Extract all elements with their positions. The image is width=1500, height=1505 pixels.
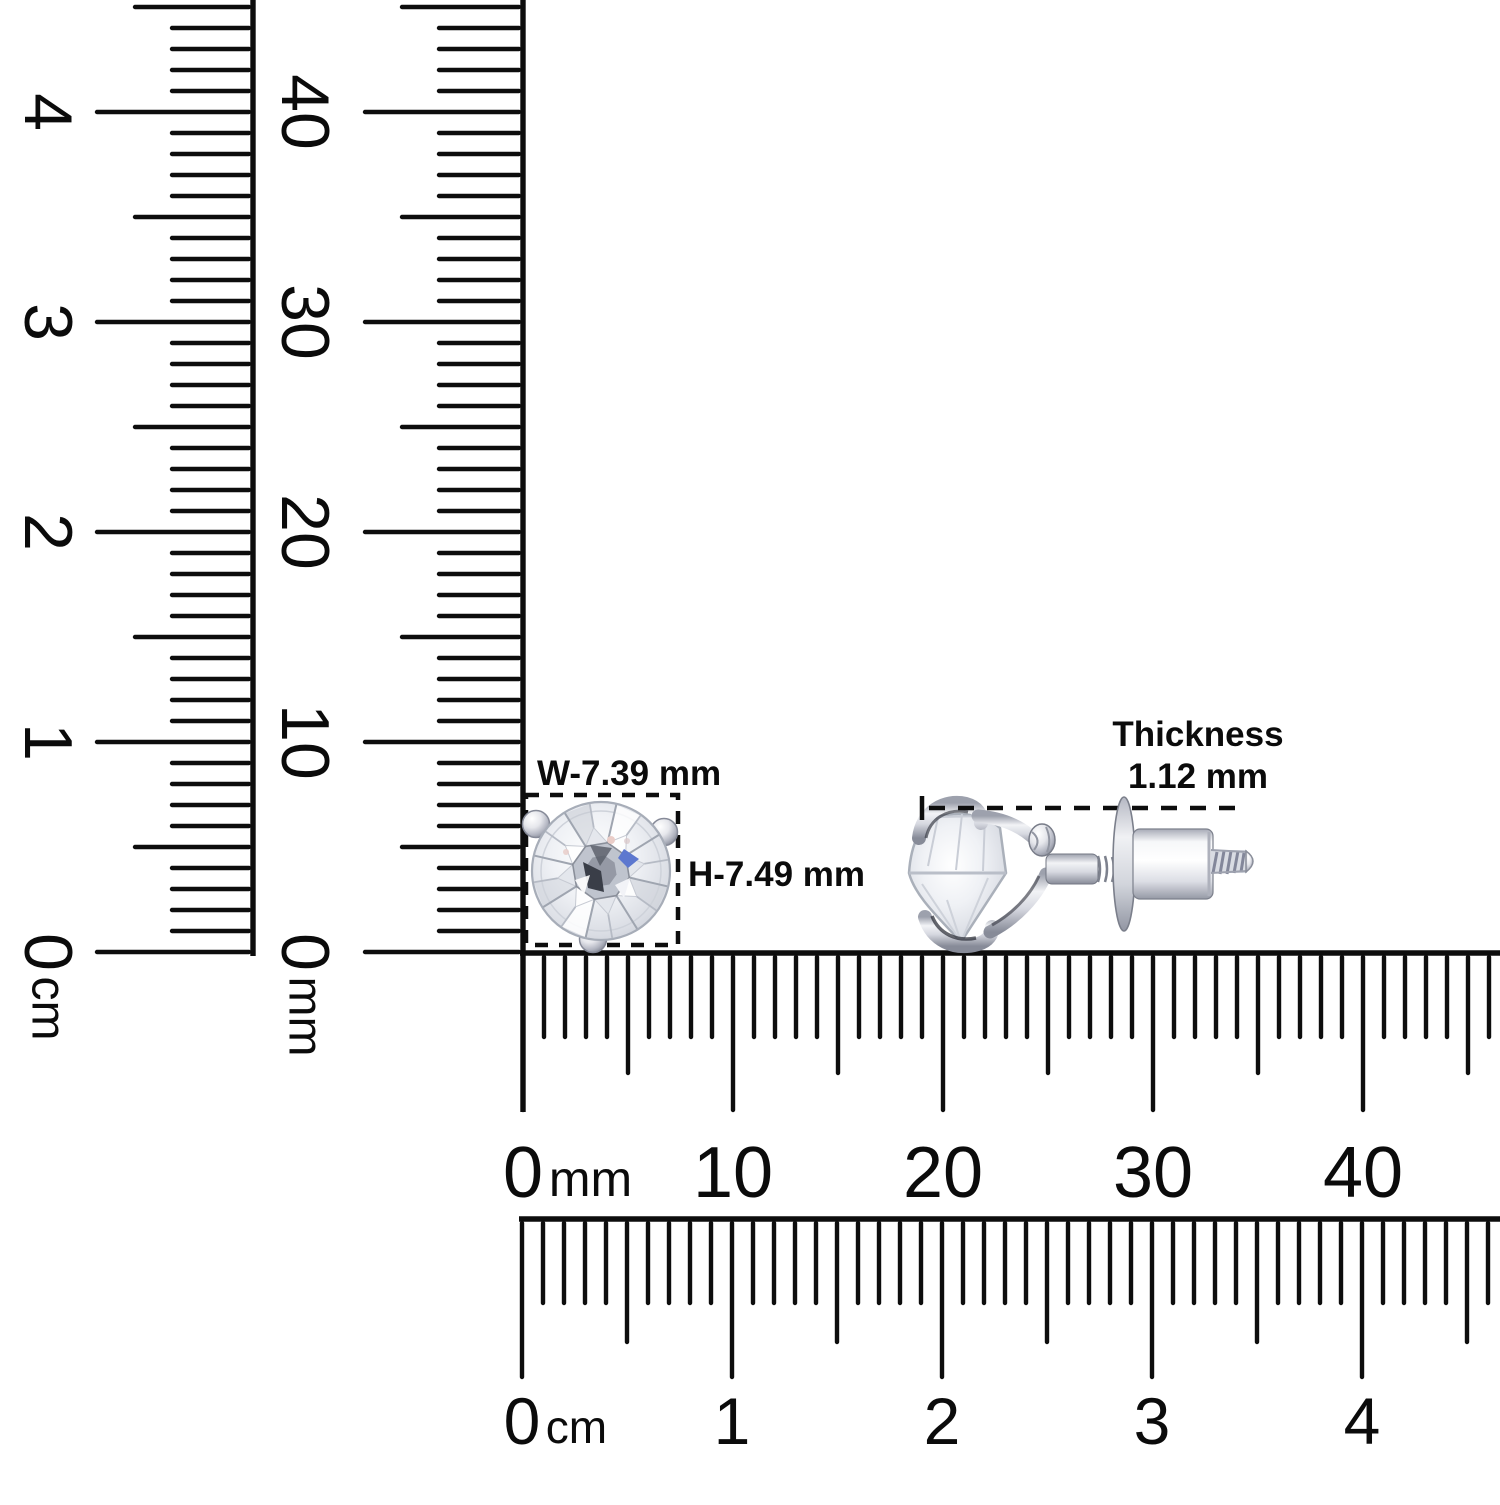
ruler-label: 3 [1134,1384,1171,1458]
diamond-upper-facet-line [560,906,577,927]
screw-tip [1245,849,1254,874]
prong-top-shadow [924,809,969,839]
diamond-facet [607,804,641,843]
ruler-label: 40 [1323,1133,1403,1213]
width-dimension-label: W-7.39 mm [537,754,721,793]
ruler-label: 20 [267,494,343,570]
ruler-label: 10 [267,704,343,780]
ruler-horizontal-mm: 0 mm 10 20 30 40 [503,950,1500,1213]
height-dimension-label: H-7.49 mm [688,855,865,894]
ruler-unit-label: cm [22,976,75,1040]
ruler-label: 40 [267,74,343,150]
diamond-main-facet-line [625,834,660,857]
ruler-vertical-cm: 0 cm 1 2 3 4 [10,0,256,1040]
ruler-label: 2 [10,513,86,551]
diamond-main-facet-line [564,812,587,847]
basket-collar [1028,823,1056,857]
ruler-label: 20 [903,1133,983,1213]
ruler-unit-label: cm [546,1401,607,1453]
diamond-girdle-ring [540,810,662,932]
diamond-upper-facet-line [545,830,566,847]
diamond-upper-facet-line [644,858,669,865]
front-view-dimension-box [523,792,681,948]
ruler-label: 0 [10,933,86,971]
prong-bottom-shadow [930,915,977,941]
screw-thread [1210,849,1254,875]
ruler-label: 10 [693,1133,773,1213]
diamond-main-facet-line [584,899,596,938]
ruler-label: 3 [10,303,86,341]
ruler-unit-label: mm [549,1151,632,1207]
basket-arm-bottom-shadow [991,875,1041,927]
ruler-label: 2 [924,1384,961,1458]
ruler-horizontal-cm: 0 cm 1 2 3 4 [504,1216,1500,1458]
earring-post [1045,853,1099,885]
diamond-facet [629,877,668,911]
diamond-main-facet-line [542,885,577,908]
diamond-table-accents [563,836,639,898]
diamond-main-facet-line [629,876,668,888]
diamond-upper-facet-line [636,895,657,912]
stud-earring-front-view [521,792,681,954]
thickness-measure-line [919,796,1240,820]
ruler-label: 1 [10,723,86,761]
ruler-label: 4 [1344,1384,1381,1458]
diamond-facet [561,899,595,938]
thickness-label-value: 1.12 mm [1128,757,1268,796]
diamond-facet [533,878,577,908]
screwback-cylinder [1132,828,1214,900]
ruler-label: 0 [267,933,343,971]
stud-earring-side-view [907,795,1254,954]
diamond-pavilion-facets [921,877,989,943]
ruler-label: 30 [1113,1133,1193,1213]
thickness-label-title: Thickness [1112,715,1283,754]
diamond-main-facet-line [606,804,618,843]
ruler-label: 1 [714,1384,751,1458]
diamond-main-facet-line [615,895,638,930]
ruler-label: 30 [267,284,343,360]
ruler-label: 0 [503,1133,543,1213]
diamond-upper-facet-line [607,914,614,939]
diamond-crown-facets [927,813,986,872]
ruler-vertical-mm: 0 mm 10 20 30 40 [267,0,526,1112]
ruler-label: 4 [10,93,86,131]
diamond-upper-facet-line [588,803,595,828]
ruler-label: 0 [504,1384,541,1458]
diamond-facet [564,803,594,847]
diamond-upper-facet-line [533,877,558,884]
diamond-upper-facet-line [625,815,642,836]
basket-arm-bottom [983,867,1053,939]
ruler-unit-label: mm [279,976,332,1056]
screwback-disc [1112,796,1136,932]
basket-collar-twist [1031,826,1051,853]
diamond-main-facet-line [534,854,573,866]
